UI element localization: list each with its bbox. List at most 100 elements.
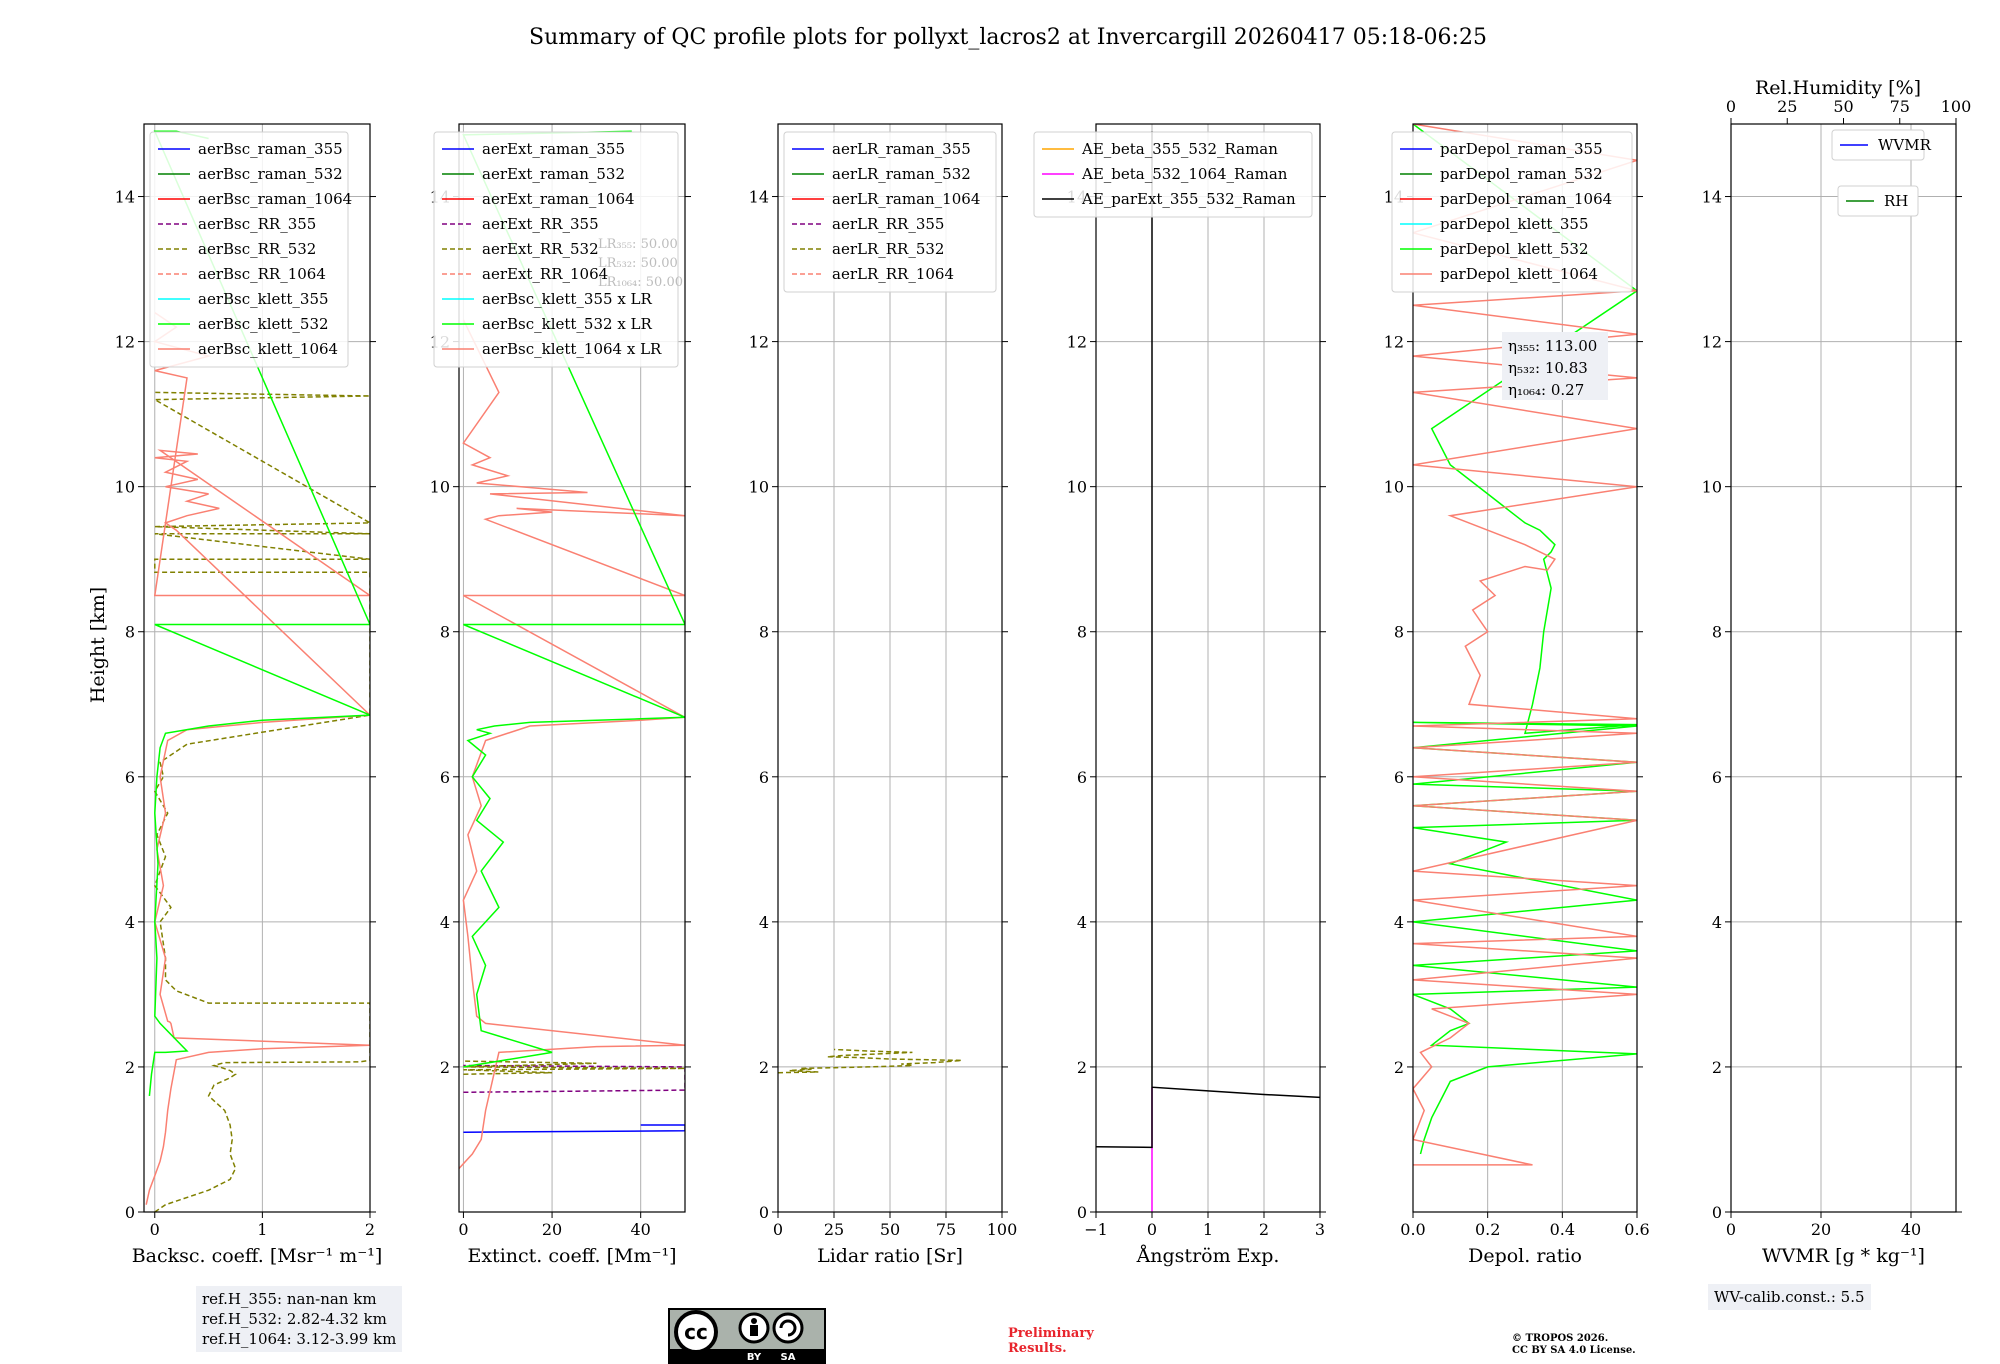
legend-label: AE_parExt_355_532_Raman [1081,190,1296,208]
backscatter-frame [143,123,371,1213]
x-tick-label: 0 [773,1220,783,1239]
lidar_ratio-panel: 0 25 50 75 100 0 2 4 6 8 10 12 14 Lidar ratio [Sr] aer… [749,123,1017,1267]
y-tick-label: 8 [1712,623,1722,642]
y-tick-label: 14 [1702,188,1722,207]
backscatter-legend: aerBsc_raman_355 aerBsc_raman_532 aerBsc_r… [149,131,352,368]
y-tick-label: 10 [1702,478,1722,497]
y-tick-label: 4 [440,913,450,932]
x-tick-label: 0.6 [1624,1220,1649,1239]
figure-title: Summary of QC profile plots for pollyxt_… [529,25,1487,50]
sa-arrow-icon [779,1319,797,1337]
cc-logo-text: cc [684,1320,708,1344]
y-tick-label: 8 [440,623,450,642]
sa-label: SA [781,1352,796,1363]
x-tick-label: 20 [542,1220,562,1239]
x-tick-label: 2 [365,1220,375,1239]
ref-height-1064: ref.H_1064: 3.12-3.99 km [202,1330,397,1348]
y-tick-label: 4 [759,913,769,932]
y-tick-label: 2 [1077,1058,1087,1077]
legend-label: parDepol_klett_355 [1440,215,1589,233]
rh-tick-label: 75 [1890,97,1910,116]
x-tick-label: 75 [936,1220,956,1239]
y-tick-label: 0 [1077,1203,1087,1222]
x-tick-label: 20 [1811,1220,1831,1239]
series-aerBsc_klett_532 [148,130,370,1096]
y-tick-label: 12 [115,333,135,352]
series-aerExt_raman_355 [463,1124,685,1133]
series-parDepol_klett_532 [1413,124,1637,1155]
eta-label: η₅₃₂: 10.83 [1508,359,1588,377]
legend-label: aerBsc_klett_532 x LR [482,315,653,333]
preliminary-line-1: Preliminary [1008,1326,1094,1341]
legend-wvmr: WVMR [1831,129,1932,161]
backscatter-series [145,130,370,1212]
depol-series [1413,124,1637,1166]
legend-label: parDepol_klett_1064 [1440,265,1598,283]
y-tick-label: 6 [1394,768,1404,787]
legend-label: aerBsc_RR_355 [198,215,316,233]
x-tick-label: 0 [150,1220,160,1239]
extinction-series [459,130,685,1170]
x-tick-label: −1 [1084,1220,1108,1239]
copyright-line-2: CC BY SA 4.0 License. [1512,1345,1636,1356]
legend-label: aerBsc_raman_1064 [198,190,352,208]
y-tick-label: 12 [1384,333,1404,352]
x-tick-label: 0.2 [1475,1220,1500,1239]
depol-xlabel: Depol. ratio [1468,1245,1582,1267]
series-AE_parExt_355_532_Raman [1096,131,1320,1149]
legend-label: aerLR_RR_355 [832,215,944,233]
legend-label: aerExt_raman_1064 [482,190,635,208]
eta-label: η₃₅₅: 113.00 [1508,337,1597,355]
reference-height-box: ref.H_355: nan-nan km ref.H_532: 2.82-4.… [196,1286,403,1352]
series-aerExt_RR_532 [463,1060,685,1075]
legend-label: aerBsc_raman_355 [198,140,343,158]
preliminary-notice: Preliminary Results. [1008,1326,1128,1356]
y-tick-label: 4 [1394,913,1404,932]
lidar_ratio-legend: aerLR_raman_355 aerLR_raman_532 aerLR_rama… [783,131,997,293]
legend-label: aerLR_raman_355 [832,140,971,158]
y-tick-label: 4 [125,913,135,932]
legend-label: aerBsc_klett_355 [198,290,329,308]
cc-by-sa-logo: cc BY SA [668,1308,826,1364]
rh-tick-label: 0 [1726,97,1736,116]
legend-box [1033,131,1313,218]
legend-label: aerExt_RR_532 [482,240,599,258]
series-aerBsc_klett_532 x LR [462,130,685,1068]
preliminary-line-2: Results. [1008,1341,1067,1356]
angstrom-series [1096,131,1320,1212]
depol-legend: parDepol_raman_355 parDepol_raman_532 parD… [1391,131,1633,293]
legend-label: aerBsc_klett_355 x LR [482,290,653,308]
legend-label: AE_beta_532_1064_Raman [1081,165,1288,183]
x-tick-label: 40 [631,1220,651,1239]
series-aerBsc_klett_1064 [145,311,370,1205]
eta-label: η₁₀₆₄: 0.27 [1508,381,1584,399]
y-tick-label: 14 [749,188,769,207]
by-person-head-icon [751,1318,757,1324]
eta-box [1502,332,1608,400]
wvmr-xlabel: WVMR [g * kg⁻¹] [1762,1245,1925,1267]
x-tick-label: 0 [458,1220,468,1239]
x-tick-label: 3 [1315,1220,1325,1239]
lr-annotation: LR₁₀₆₄: 50.00 [598,275,683,290]
legend-label: aerLR_RR_1064 [832,265,954,283]
legend-label: AE_beta_355_532_Raman [1081,140,1278,158]
rh-tick-label: 50 [1833,97,1853,116]
lidar_ratio-series [778,1048,962,1074]
x-tick-label: 1 [257,1220,267,1239]
lidar_ratio-xlabel: Lidar ratio [Sr] [817,1245,963,1267]
angstrom-panel: −1012302468101214Ångström Exp.AE_beta_35… [1033,123,1326,1267]
y-tick-label: 10 [1384,478,1404,497]
x-tick-label: 40 [1901,1220,1921,1239]
depol-panel: 0.00.20.40.62468101214Depol. ratioparDep… [1384,123,1650,1267]
sa-share-alike-icon [772,1312,804,1344]
legend-label: parDepol_raman_355 [1440,140,1603,158]
legend-rh: RH [1837,185,1919,217]
y-tick-label: 0 [1712,1203,1722,1222]
x-tick-label: 0.0 [1400,1220,1425,1239]
legend-label: aerExt_RR_1064 [482,265,608,283]
by-person-body-icon [750,1325,758,1336]
extinction-xlabel: Extinct. coeff. [Mm⁻¹] [467,1245,676,1267]
extinction-panel: 020402468101214Extinct. coeff. [Mm⁻¹]aer… [430,123,691,1267]
